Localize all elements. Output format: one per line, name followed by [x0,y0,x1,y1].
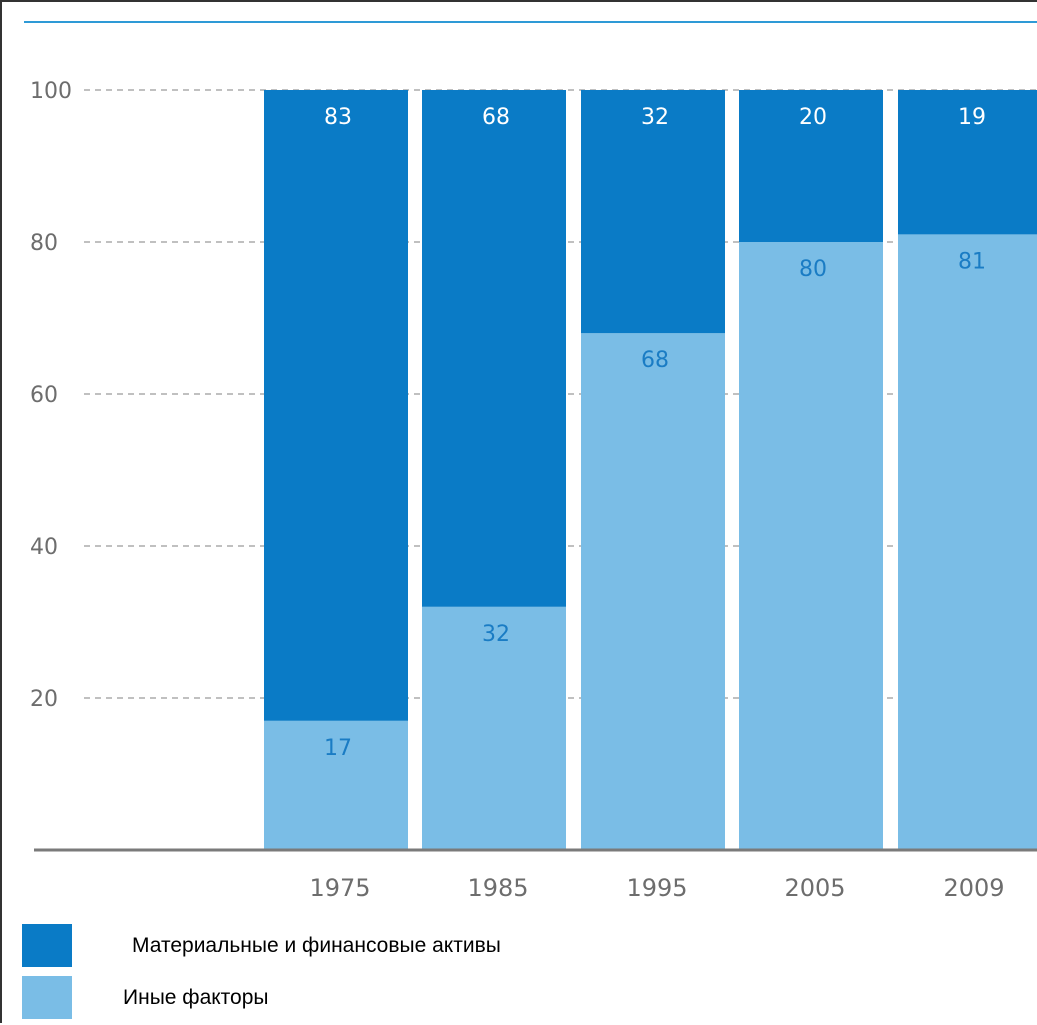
y-tick-label-60: 60 [30,383,58,408]
x-tick-label-1975: 1975 [309,874,370,902]
data-label-other-factors-1975: 17 [324,736,352,761]
data-label-material-assets-1985: 68 [482,105,510,130]
bar-material-assets-1985 [422,90,566,607]
y-tick-label-20: 20 [30,687,58,712]
data-label-other-factors-1995: 68 [641,348,669,373]
bar-other-factors-2005 [739,242,883,850]
legend-swatch-material-assets [22,924,72,967]
x-tick-label-1985: 1985 [467,874,528,902]
data-label-other-factors-2005: 80 [799,257,827,282]
legend-item-material-assets: Материальные и финансовые активы [22,924,501,967]
bar-other-factors-1975 [264,720,408,850]
legend-label-other-factors: Иные факторы [123,985,269,1009]
bar-material-assets-1995 [581,90,725,334]
x-ticks-layer: 1975 1985 1995 2005 2009 [309,874,1004,902]
bar-other-factors-1995 [581,333,725,850]
x-tick-label-2005: 2005 [784,874,845,902]
bar-other-factors-1985 [422,606,566,850]
data-label-other-factors-1985: 32 [482,622,510,647]
data-label-material-assets-1975: 83 [324,105,352,130]
y-tick-label-80: 80 [30,231,58,256]
y-tick-label-40: 40 [30,535,58,560]
legend-swatch-other-factors [22,976,72,1019]
data-label-material-assets-1995: 32 [641,105,669,130]
data-label-other-factors-2009: 81 [958,249,986,274]
y-tick-label-100: 100 [30,79,72,104]
bar-other-factors-2009 [898,234,1037,850]
x-tick-label-2009: 2009 [943,874,1004,902]
bar-material-assets-2009 [898,90,1037,235]
bar-material-assets-2005 [739,90,883,242]
bar-material-assets-1975 [264,90,408,721]
data-label-material-assets-2005: 20 [799,105,827,130]
x-tick-label-1995: 1995 [626,874,687,902]
legend-item-other-factors: Иные факторы [22,976,269,1019]
legend-label-material-assets: Материальные и финансовые активы [132,933,501,957]
data-label-material-assets-2009: 19 [958,105,986,130]
bars-layer [264,90,1037,850]
labels-layer: 83 17 68 32 32 68 20 80 19 81 [324,105,986,761]
